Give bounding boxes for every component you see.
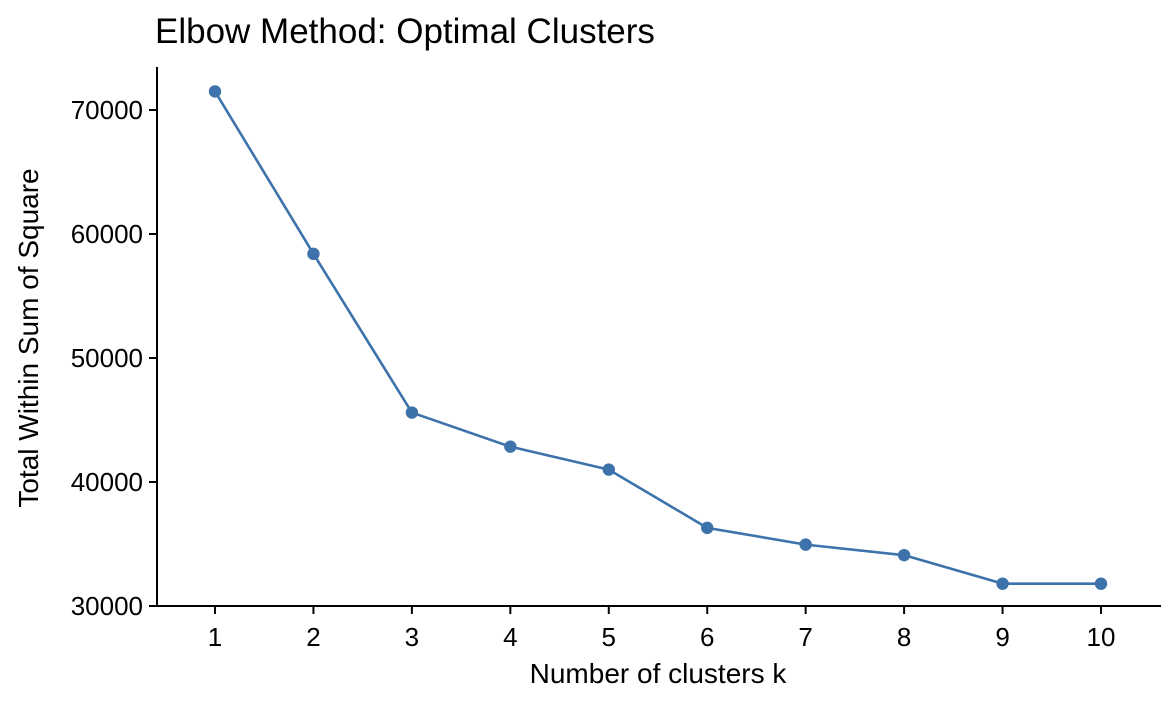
x-tick-label: 8 <box>897 622 911 652</box>
x-axis-label: Number of clusters k <box>530 658 788 689</box>
y-axis-ticks: 30000 40000 50000 60000 70000 <box>71 95 157 621</box>
x-tick-label: 2 <box>306 622 320 652</box>
data-point <box>1094 577 1108 590</box>
x-tick-label: 6 <box>700 622 714 652</box>
y-tick-label: 30000 <box>71 591 143 621</box>
x-tick-label: 1 <box>208 622 222 652</box>
plot-area <box>208 85 1108 590</box>
x-tick-label: 3 <box>405 622 419 652</box>
y-axis-label: Total Within Sum of Square <box>13 168 44 507</box>
y-tick-label: 50000 <box>71 343 143 373</box>
x-tick-label: 7 <box>798 622 812 652</box>
data-point <box>504 440 517 453</box>
data-point <box>996 577 1009 590</box>
x-tick-label: 9 <box>995 622 1009 652</box>
x-tick-label: 4 <box>503 622 517 652</box>
chart-title: Elbow Method: Optimal Clusters <box>155 12 655 51</box>
x-axis-ticks: 1 2 3 4 5 6 7 8 9 10 <box>208 606 1116 652</box>
data-point <box>897 548 911 562</box>
y-tick-label: 40000 <box>71 467 143 497</box>
x-tick-label: 5 <box>602 622 616 652</box>
x-tick-label: 10 <box>1087 622 1116 652</box>
y-tick-label: 60000 <box>71 219 143 249</box>
data-point <box>799 538 812 551</box>
y-tick-label: 70000 <box>71 95 143 125</box>
data-point <box>307 247 320 261</box>
series-line <box>213 90 1103 585</box>
data-point <box>208 85 222 98</box>
data-point <box>701 521 714 535</box>
data-point <box>405 406 419 419</box>
data-point <box>602 463 615 476</box>
